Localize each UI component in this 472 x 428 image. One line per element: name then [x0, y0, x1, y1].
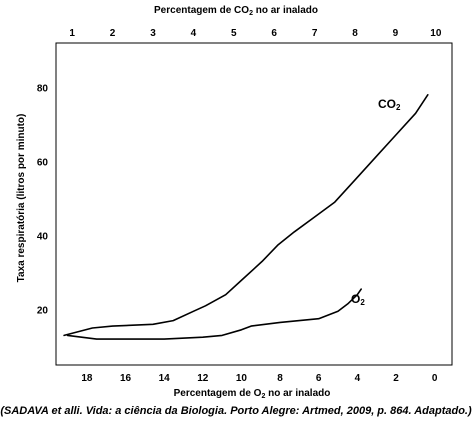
bottom-tick-label: 12 — [197, 373, 209, 384]
series-label-o2: O2 — [351, 292, 365, 307]
top-tick-label: 6 — [271, 28, 277, 39]
series-line-1 — [66, 288, 363, 340]
bottom-tick-label: 16 — [120, 373, 132, 384]
top-tick-label: 10 — [430, 28, 442, 39]
bottom-tick-label: 4 — [355, 373, 361, 384]
bottom-tick-label: 2 — [393, 373, 399, 384]
series-lines — [63, 94, 429, 340]
y-axis-ticks: 20 40 60 80 — [37, 83, 49, 316]
top-axis-label: Percentagem de CO2 no ar inalado — [154, 5, 318, 17]
top-tick-label: 9 — [393, 28, 399, 39]
bottom-tick-label: 10 — [236, 373, 248, 384]
bottom-axis-ticks: 18 16 14 12 10 8 6 4 2 0 — [81, 373, 437, 384]
top-tick-label: 2 — [110, 28, 116, 39]
top-tick-label: 4 — [191, 28, 197, 39]
bottom-tick-label: 18 — [81, 373, 93, 384]
top-tick-label: 8 — [352, 28, 358, 39]
top-axis-ticks: 1 2 3 4 5 6 7 8 9 10 — [69, 28, 441, 39]
series-line-0 — [63, 94, 429, 337]
series-label-co2: CO2 — [378, 97, 401, 112]
top-tick-label: 3 — [150, 28, 156, 39]
y-tick-label: 20 — [37, 305, 49, 316]
top-tick-label: 5 — [231, 28, 237, 39]
y-tick-label: 80 — [37, 83, 49, 94]
y-tick-label: 40 — [37, 231, 49, 242]
bottom-axis-label: Percentagem de O2 no ar inalado — [174, 388, 331, 400]
bottom-tick-label: 0 — [432, 373, 438, 384]
top-tick-label: 7 — [312, 28, 318, 39]
y-tick-label: 60 — [37, 157, 49, 168]
bottom-tick-label: 14 — [159, 373, 171, 384]
top-tick-label: 1 — [69, 28, 75, 39]
bottom-tick-label: 8 — [277, 373, 283, 384]
plot-frame — [55, 42, 453, 366]
source-caption: (SADAVA et alli. Vida: a ciência da Biol… — [0, 405, 472, 417]
bottom-tick-label: 6 — [316, 373, 322, 384]
y-axis-label: Taxa respiratória (litros por minuto) — [16, 114, 27, 283]
